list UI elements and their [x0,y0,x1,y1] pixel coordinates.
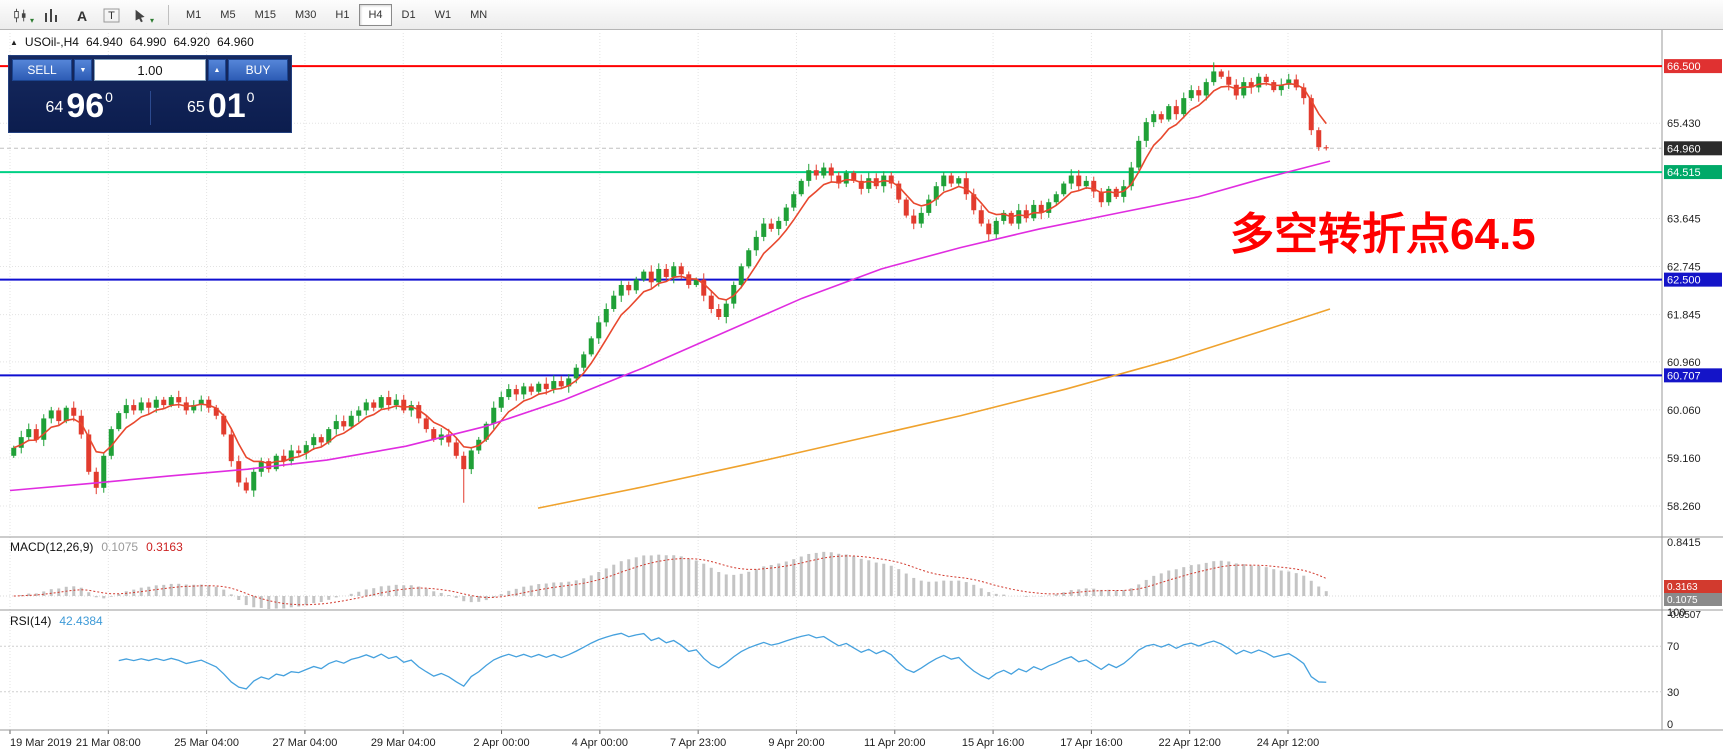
svg-text:A: A [77,8,87,24]
price-axis-label: 61.845 [1667,310,1701,322]
price-divider [149,91,151,125]
timeframe-buttons: M1 M5 M15 M30 H1 H4 D1 W1 MN [177,3,496,26]
pane-separators [0,30,1723,731]
svg-text:0.8415: 0.8415 [1667,537,1701,549]
symbol-timeframe-label: USOil-,H4 [24,35,79,49]
bar-chart-icon[interactable] [42,5,64,25]
timeframe-button-h1[interactable]: H1 [326,4,358,26]
rsi-label: RSI(14) 42.4384 [10,614,103,628]
buy-price-big: 01 [207,87,246,126]
timeframe-button-m5[interactable]: M5 [211,4,244,26]
time-axis-label: 15 Apr 16:00 [962,737,1024,749]
price-tag: 64.960 [1667,143,1701,155]
time-axis-label: 9 Apr 20:00 [768,737,824,749]
price-axis-label: 60.960 [1667,357,1701,369]
macd-pane: 0.8415 0.3163 0.1075 -0.0507 [0,537,1722,621]
price-tag: 60.707 [1667,370,1701,382]
buy-button[interactable]: BUY [228,59,288,81]
price-tag: 66.500 [1667,61,1701,73]
one-click-trading-panel: SELL ▼ 1.00 ▲ BUY 64 96 0 65 01 0 [8,55,292,133]
price-axis-label: 59.160 [1667,453,1701,465]
timeframe-button-m15[interactable]: M15 [246,4,285,26]
rsi-name: RSI(14) [10,614,52,628]
macd-label: MACD(12,26,9) 0.1075 0.3163 [10,540,183,554]
sell-price[interactable]: 64 96 0 [9,89,150,127]
chart-svg[interactable]: 19 Mar 2019 21 Mar 08:00 25 Mar 04:00 27 Ma… [0,30,1723,755]
timeframe-button-mn[interactable]: MN [461,4,496,26]
buy-price-sup: 0 [246,89,255,105]
time-axis-label: 27 Mar 04:00 [273,737,338,749]
rsi-axis-label: 70 [1667,641,1679,653]
svg-text:0.3163: 0.3163 [1667,582,1698,593]
price-axis-label: 60.060 [1667,405,1701,417]
price-tag: 64.515 [1667,167,1701,179]
chart-annotation-text: 多空转折点64.5 [1230,210,1536,259]
toolbar-icons: ▾ A T ▾ [6,5,160,25]
time-axis-label: 21 Mar 08:00 [76,737,141,749]
time-axis-label: 2 Apr 00:00 [473,737,529,749]
timeframe-button-m30[interactable]: M30 [286,4,325,26]
quote-high: 64.990 [129,35,167,49]
time-axis: 19 Mar 2019 21 Mar 08:00 25 Mar 04:00 27 Ma… [9,730,1319,749]
rsi-value: 42.4384 [59,614,103,628]
candles [11,62,1329,503]
candlestick-chart-icon[interactable]: ▾ [12,5,34,25]
price-axis-label: 62.745 [1667,262,1701,274]
toolbar: ▾ A T ▾ M1 M5 M15 M30 H1 H4 D1 W1 MN [0,0,1723,30]
price-axis-label: 65.430 [1667,118,1701,130]
rsi-axis-label: 100 [1667,607,1685,619]
time-axis-label: 22 Apr 12:00 [1158,737,1220,749]
svg-text:T: T [108,10,115,22]
time-axis-label: 11 Apr 20:00 [864,737,926,749]
time-axis-label: 29 Mar 04:00 [371,737,436,749]
sell-price-big: 96 [66,87,105,126]
macd-value-main: 0.1075 [101,540,139,554]
text-label-icon[interactable]: A [72,5,94,25]
quote-close: 64.960 [217,35,254,49]
macd-value-signal: 0.3163 [146,540,183,554]
lot-increase-button[interactable]: ▲ [208,59,226,81]
lot-decrease-button[interactable]: ▼ [74,59,92,81]
quote-bar: ▲ USOil-,H4 64.940 64.990 64.920 64.960 [10,35,254,49]
time-axis-label: 4 Apr 00:00 [572,737,628,749]
quote-low: 64.920 [173,35,211,49]
time-axis-label: 17 Apr 16:00 [1060,737,1122,749]
time-axis-label: 25 Mar 04:00 [174,737,239,749]
price-axis-label: 63.645 [1667,214,1701,226]
svg-text:0.1075: 0.1075 [1667,595,1698,606]
trade-panel-prices: 64 96 0 65 01 0 [9,84,291,132]
timeframe-button-m1[interactable]: M1 [177,4,210,26]
price-axis: 65.430 63.645 62.745 61.845 60.960 60.060 59.1… [1664,59,1722,513]
rsi-axis-label: 0 [1667,719,1673,731]
macd-name: MACD(12,26,9) [10,540,94,554]
price-axis-label: 58.260 [1667,501,1701,513]
timeframe-button-w1[interactable]: W1 [426,4,461,26]
timeframe-button-d1[interactable]: D1 [393,4,425,26]
trade-panel-controls: SELL ▼ 1.00 ▲ BUY [9,56,291,84]
toolbar-separator [168,4,169,25]
moving-averages [9,82,1331,509]
text-box-icon[interactable]: T [102,5,124,25]
lot-size-input[interactable]: 1.00 [94,59,206,81]
buy-price[interactable]: 65 01 0 [151,89,292,127]
drawing-tools-icon[interactable]: ▾ [132,5,154,25]
rsi-pane: 100 70 30 0 [0,607,1685,731]
sell-button[interactable]: SELL [12,59,72,81]
time-axis-label: 19 Mar 2019 [10,737,72,749]
buy-price-head: 65 [187,99,205,116]
svg-text:-0.0507: -0.0507 [1667,610,1701,621]
grid [0,33,1662,730]
sell-price-sup: 0 [105,89,113,105]
quote-open: 64.940 [85,35,123,49]
collapse-triangle-icon[interactable]: ▲ [10,37,18,47]
time-axis-label: 24 Apr 12:00 [1257,737,1319,749]
price-tag: 62.500 [1667,275,1701,287]
sell-price-head: 64 [45,99,64,116]
time-axis-label: 7 Apr 23:00 [670,737,726,749]
timeframe-button-h4[interactable]: H4 [359,3,392,26]
rsi-axis-label: 30 [1667,687,1679,699]
